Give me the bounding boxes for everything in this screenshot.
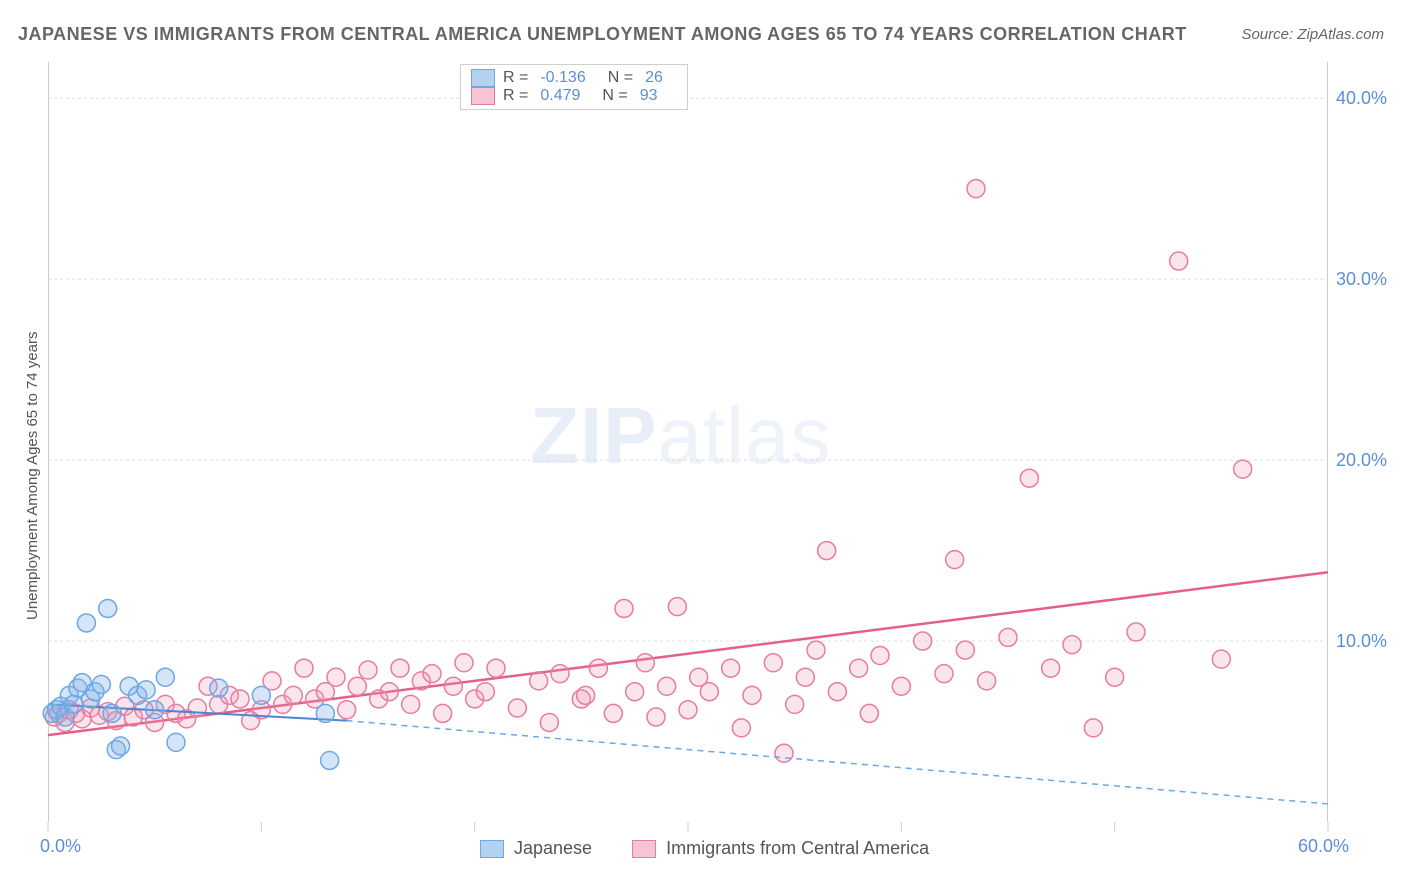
y-tick-label: 20.0% xyxy=(1336,450,1387,471)
swatch-central-america xyxy=(471,87,495,105)
swatch-japanese xyxy=(480,840,504,858)
n-value: 93 xyxy=(640,87,658,105)
n-value: 26 xyxy=(645,69,663,87)
source-label: Source: ZipAtlas.com xyxy=(1241,26,1384,43)
stats-row-central-america: R = 0.479 N = 93 xyxy=(471,87,677,105)
x-tick-label: 0.0% xyxy=(40,836,81,857)
stats-legend: R = -0.136 N = 26 R = 0.479 N = 93 xyxy=(460,64,688,110)
stats-row-japanese: R = -0.136 N = 26 xyxy=(471,69,677,87)
r-label: R = xyxy=(503,87,528,105)
plot-svg xyxy=(48,62,1328,822)
series-legend: Japanese Immigrants from Central America xyxy=(480,838,929,859)
series-label-japanese: Japanese xyxy=(514,838,592,859)
series-label-central-america: Immigrants from Central America xyxy=(666,838,929,859)
chart-title: JAPANESE VS IMMIGRANTS FROM CENTRAL AMER… xyxy=(18,24,1187,45)
swatch-central-america xyxy=(632,840,656,858)
r-value: -0.136 xyxy=(540,69,585,87)
y-tick-label: 40.0% xyxy=(1336,88,1387,109)
n-label: N = xyxy=(602,87,627,105)
y-tick-label: 30.0% xyxy=(1336,269,1387,290)
chart-container: { "title": "JAPANESE VS IMMIGRANTS FROM … xyxy=(0,0,1406,892)
r-value: 0.479 xyxy=(540,87,580,105)
x-tick-label: 60.0% xyxy=(1298,836,1349,857)
swatch-japanese xyxy=(471,69,495,87)
r-label: R = xyxy=(503,69,528,87)
y-axis-label: Unemployment Among Ages 65 to 74 years xyxy=(24,331,41,620)
plot-area xyxy=(48,62,1328,822)
y-tick-label: 10.0% xyxy=(1336,631,1387,652)
n-label: N = xyxy=(608,69,633,87)
